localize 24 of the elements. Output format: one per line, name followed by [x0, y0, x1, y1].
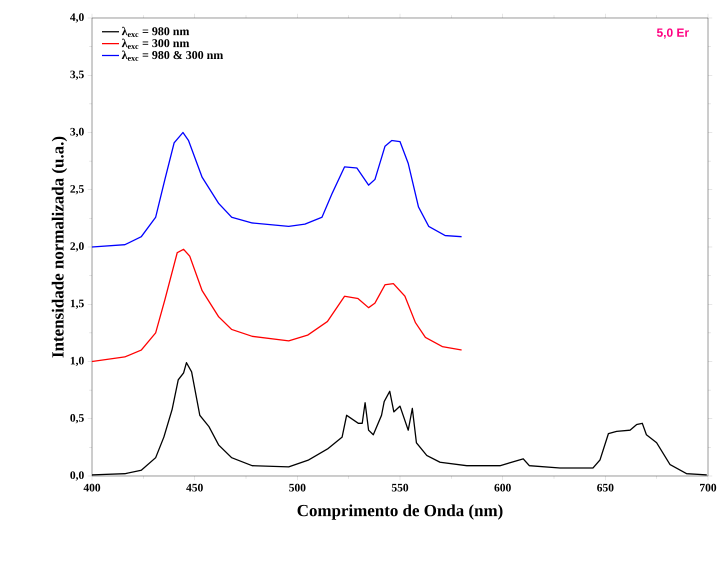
x-tick-label: 650 — [597, 484, 614, 492]
x-tick-label: 500 — [289, 484, 306, 492]
y-axis-title: Intensidade normalizada (u.a.) — [52, 136, 68, 358]
y-tick-label: 0,0 — [70, 471, 84, 481]
y-tick-label: 4,0 — [70, 13, 84, 23]
y-tick-label: 0,5 — [70, 414, 84, 424]
annotation: 5,0 Er — [656, 28, 689, 39]
x-tick-label: 450 — [186, 484, 203, 492]
x-tick-label: 700 — [700, 484, 716, 492]
y-tick-label: 1,5 — [70, 300, 84, 309]
x-tick-label: 600 — [494, 484, 511, 492]
y-tick-label: 2,0 — [70, 242, 84, 252]
legend-label: λ$_{exc}$ = 980 & 300 nm — [122, 50, 224, 61]
x-axis-title: Comprimento de Onda (nm) — [298, 504, 502, 520]
y-tick-label: 3,0 — [70, 128, 84, 138]
line-series — [92, 248, 462, 362]
y-tick-label: 2,5 — [70, 185, 84, 194]
y-tick-label: 3,5 — [70, 70, 84, 80]
x-tick-label: 400 — [84, 484, 100, 492]
line-series — [92, 132, 462, 248]
legend-label: λ$_{exc}$ = 300 nm — [122, 38, 190, 49]
x-tick-label: 550 — [392, 484, 408, 492]
legend-label: λ$_{exc}$ = 980 nm — [122, 26, 190, 38]
y-tick-label: 1,0 — [70, 356, 84, 366]
